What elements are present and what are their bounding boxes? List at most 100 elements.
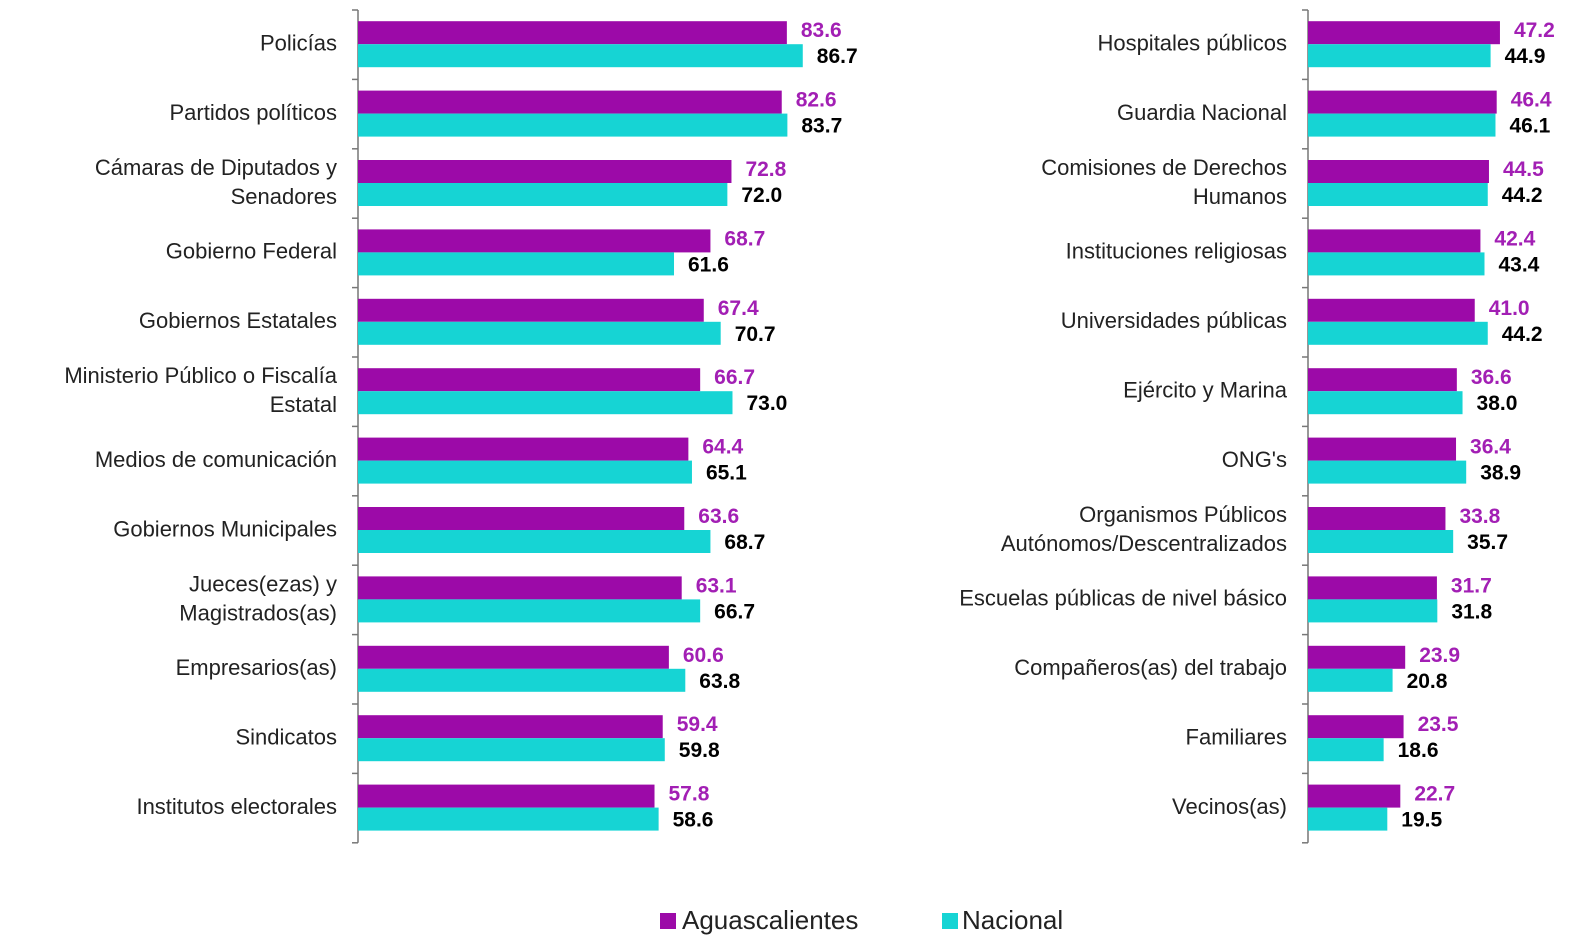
value-label: 64.4 [702,436,743,459]
value-label: 42.4 [1494,227,1535,250]
value-label: 73.0 [746,392,787,415]
category-label: Gobiernos Estatales [139,308,337,333]
category-label: Vecinos(as) [1172,794,1287,819]
bar [358,715,663,739]
bar [358,645,669,669]
category-label: Instituciones religiosas [1066,239,1287,264]
bar [1308,576,1437,600]
bar [1308,229,1481,253]
category-label: Familiares [1186,725,1287,750]
value-label: 36.6 [1471,366,1512,389]
value-label: 31.8 [1451,600,1492,623]
value-label: 67.4 [718,297,759,320]
category-label: Organismos Públicos Autónomos/Descentrali… [1001,502,1287,556]
bar [358,738,665,762]
bar [358,90,782,114]
category-label: Cámaras de Diputados y Senadores [95,155,337,209]
bar [358,599,701,623]
value-label: 36.4 [1470,436,1511,459]
value-label: 66.7 [714,600,755,623]
bar [1308,160,1489,183]
value-label: 63.1 [696,574,737,597]
value-label: 58.6 [673,809,714,832]
legend-label: Aguascalientes [682,905,858,935]
value-label: 22.7 [1414,783,1455,806]
bar [1308,21,1500,45]
bar [358,391,733,415]
category-label: Guardia Nacional [1117,100,1287,125]
value-label: 86.7 [817,45,858,68]
bar [1308,252,1485,276]
category-label: Gobiernos Municipales [113,516,337,541]
category-label: Gobierno Federal [166,239,337,264]
value-label: 38.0 [1477,392,1518,415]
category-label: Jueces(ezas) y Magistrados(as) [179,571,337,625]
legend-swatch [660,913,676,929]
bar [358,576,682,600]
value-label: 44.2 [1502,323,1543,346]
value-label: 23.9 [1419,644,1460,667]
category-label: ONG's [1222,447,1287,472]
bar [1308,530,1454,553]
bar [358,21,787,45]
value-label: 66.7 [714,366,755,389]
bar [1308,183,1488,206]
bar [1308,437,1457,461]
bar [1308,90,1497,114]
bar [1308,807,1388,831]
bar [358,44,803,68]
bar [358,530,711,553]
bar [1308,298,1475,322]
value-label: 31.7 [1451,574,1492,597]
category-label: Empresarios(as) [176,655,337,680]
value-label: 44.2 [1502,184,1543,207]
value-label: 47.2 [1514,19,1555,42]
value-label: 41.0 [1489,297,1530,320]
category-label: Policías [260,31,337,56]
value-label: 43.4 [1498,253,1539,276]
value-label: 61.6 [688,253,729,276]
category-label: Universidades públicas [1061,308,1287,333]
category-label: Medios de comunicación [95,447,337,472]
bar [358,460,692,484]
value-label: 70.7 [735,323,776,346]
bar [358,321,721,345]
bar [358,229,711,253]
category-label: Comisiones de Derechos Humanos [1041,155,1287,209]
category-label: Escuelas públicas de nivel básico [959,586,1287,611]
bar [358,807,659,831]
category-label: Institutos electorales [136,794,337,819]
bar [358,368,701,392]
category-label: Hospitales públicos [1097,31,1287,56]
bar [1308,599,1438,623]
category-label: Ejército y Marina [1123,378,1288,403]
legend-swatch [942,913,958,929]
value-label: 33.8 [1459,505,1500,528]
bar [358,160,732,183]
bar [1308,668,1393,692]
value-label: 20.8 [1407,670,1448,693]
value-label: 72.0 [741,184,782,207]
category-label: Sindicatos [235,725,337,750]
bar [1308,460,1467,484]
bar [1308,738,1384,762]
bar [1308,321,1488,345]
bar [358,507,685,530]
bar [1308,715,1404,739]
bar [358,298,704,322]
bar [1308,507,1446,530]
bar [358,113,788,137]
legend-label: Nacional [962,905,1063,935]
bar [358,252,675,276]
value-label: 46.4 [1511,89,1552,112]
bar [358,784,655,808]
bar [358,437,689,461]
value-label: 59.4 [677,713,718,736]
value-label: 38.9 [1480,462,1521,485]
value-label: 57.8 [669,783,710,806]
category-label: Partidos políticos [169,100,337,125]
bar [1308,391,1463,415]
value-label: 18.6 [1398,739,1439,762]
value-label: 44.9 [1505,45,1546,68]
